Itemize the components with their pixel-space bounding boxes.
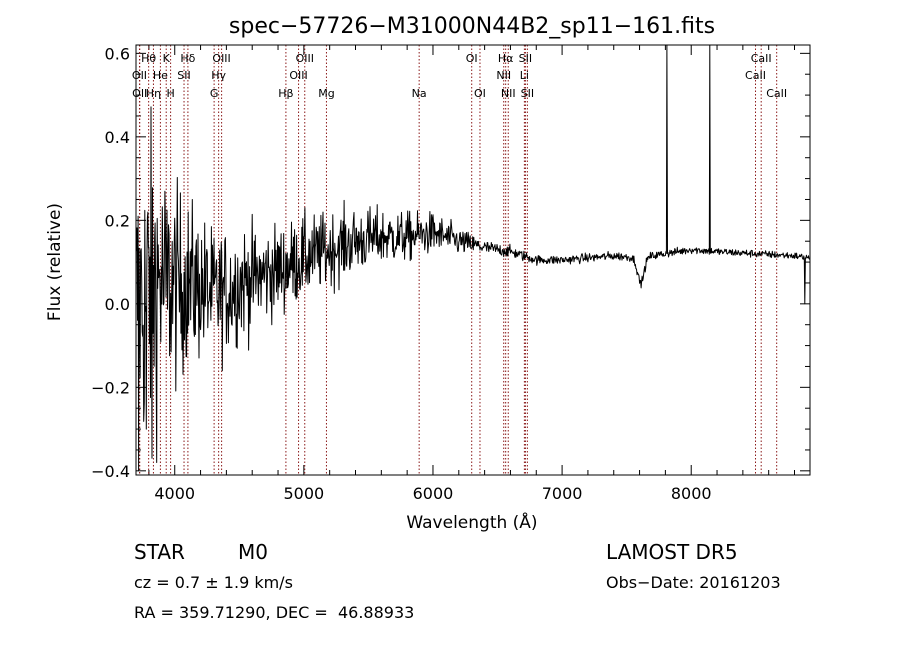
- spectral-line-label: OIII: [296, 52, 314, 65]
- y-tick-label: 0.6: [105, 44, 130, 63]
- obs-date: Obs−Date: 20161203: [606, 573, 781, 592]
- spectral-line-label: CaII: [745, 69, 766, 82]
- spectrum-series: [135, 44, 811, 472]
- spectral-line-label: Hη: [146, 87, 161, 100]
- spectral-line-label: CaII: [766, 87, 787, 100]
- spectral-line-label: NII: [501, 87, 516, 100]
- spectral-line-label: Li: [520, 69, 529, 82]
- spectral-line-label: G: [210, 87, 219, 100]
- spectral-line-label: K: [163, 52, 171, 65]
- spectral-line-label: He: [153, 69, 168, 82]
- spectral-line-label: Hβ: [278, 87, 293, 100]
- spectral-line-label: Hγ: [211, 69, 226, 82]
- subclass-label: M0: [238, 540, 268, 564]
- y-axis-label: Flux (relative): [45, 203, 65, 321]
- spectral-line-labels: Hθ K Hδ OIII OIII OI Hα SII CaII OII He SII Hγ OIII NI…: [132, 52, 787, 100]
- spectral-line-label: Mg: [318, 87, 334, 100]
- x-tick-label: 6000: [413, 484, 454, 503]
- redshift-readout: cz = 0.7 ± 1.9 km/s: [134, 573, 293, 592]
- spectral-line-label: OIII: [289, 69, 307, 82]
- survey-label: LAMOST DR5: [606, 540, 738, 564]
- spectral-line-label: OIII: [212, 52, 230, 65]
- coordinates-readout: RA = 359.71290, DEC = 46.88933: [134, 603, 415, 622]
- spectrum-line: [135, 44, 811, 472]
- x-tick-label: 8000: [671, 484, 712, 503]
- spectral-line-label: SII: [521, 87, 534, 100]
- spectral-line-label: CaII: [751, 52, 772, 65]
- spectral-line-label: OI: [474, 87, 486, 100]
- spectral-line-label: NII: [496, 69, 511, 82]
- spectral-line-label: OI: [466, 52, 478, 65]
- spectral-line-label: SII: [177, 69, 190, 82]
- plot-frame: [135, 44, 811, 476]
- x-tick-label: 4000: [154, 484, 195, 503]
- axis-ticks: 4000 5000 6000 7000 8000 −0.4 −0.2 0.0 0.2 0.4 0.6: [91, 44, 810, 503]
- y-tick-label: 0.2: [105, 211, 130, 230]
- x-axis-label: Wavelength (Å): [406, 511, 537, 533]
- chart-title: spec−57726−M31000N44B2_sp11−161.fits: [229, 14, 715, 39]
- spectral-line-label: OII: [132, 69, 147, 82]
- x-tick-label: 5000: [283, 484, 324, 503]
- spectral-line-label: Hδ: [180, 52, 195, 65]
- y-tick-label: 0.4: [105, 128, 130, 147]
- spectral-line-label: Hθ: [141, 52, 156, 65]
- y-tick-label: 0.0: [105, 295, 130, 314]
- x-tick-label: 7000: [542, 484, 583, 503]
- spectral-line-label: SII: [519, 52, 532, 65]
- y-tick-label: −0.4: [91, 462, 130, 481]
- spectral-line-label: Hα: [498, 52, 514, 65]
- y-tick-label: −0.2: [91, 378, 130, 397]
- spectral-line-label: H: [166, 87, 174, 100]
- class-label: STAR: [134, 540, 185, 564]
- spectral-line-label: Na: [412, 87, 427, 100]
